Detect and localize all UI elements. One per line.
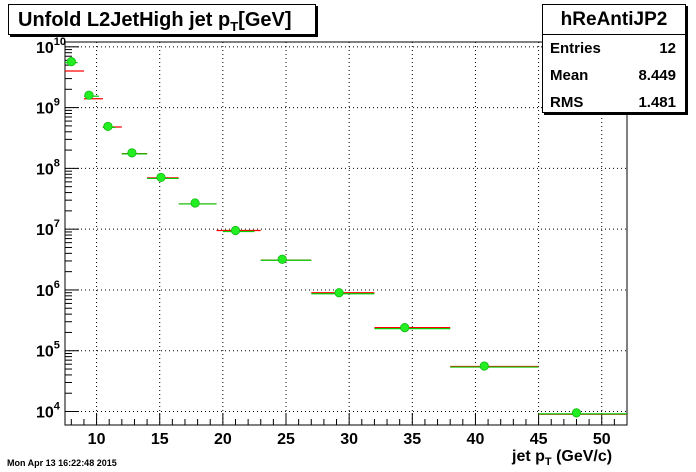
x-axis-label-sub: T <box>544 456 552 469</box>
green-series-marker <box>479 361 489 371</box>
x-axis-label: jet pT (GeV/c) <box>512 448 612 468</box>
stats-box: hReAntiJP2 Entries 12 Mean 8.449 RMS 1.4… <box>542 4 686 113</box>
green-series-marker <box>156 172 166 183</box>
grid-layer <box>65 42 627 425</box>
green-series-marker <box>571 408 582 418</box>
y-tick-label: 1010 <box>36 36 66 57</box>
green-series-marker <box>66 57 76 67</box>
stats-label: Entries <box>550 40 601 57</box>
stats-title: hReAntiJP2 <box>543 5 685 35</box>
green-series-marker <box>190 198 200 208</box>
chart-title-suffix: [GeV] <box>238 9 292 31</box>
y-tick-label: 109 <box>36 97 60 118</box>
green-series-marker <box>127 148 137 158</box>
x-axis-label-main: jet p <box>512 448 545 465</box>
x-tick-label: 30 <box>340 431 358 448</box>
plot-frame-rect <box>64 41 628 426</box>
green-series-marker <box>230 225 241 236</box>
x-tick-label: 35 <box>403 431 421 448</box>
green-series-marker <box>334 288 344 298</box>
stats-label: RMS <box>550 94 584 111</box>
x-tick-label: 50 <box>593 431 611 448</box>
green-series-marker <box>84 90 94 100</box>
y-axis-ticks: 104 105 106 107 108 109 1010 <box>36 36 79 422</box>
stats-value: 1.481 <box>638 94 676 111</box>
chart-title-main: Unfold L2JetHigh jet p <box>18 9 231 31</box>
stats-value: 8.449 <box>638 67 676 84</box>
plot-frame <box>64 41 628 426</box>
chart-title-sub: T <box>230 19 239 34</box>
x-tick-label: 40 <box>467 431 485 448</box>
stats-label: Mean <box>550 67 589 84</box>
x-axis-label-suffix: (GeV/c) <box>551 448 613 465</box>
stats-row-rms: RMS 1.481 <box>543 89 685 116</box>
stats-row-entries: Entries 12 <box>543 35 685 62</box>
series-layer <box>65 57 627 418</box>
stats-value: 12 <box>659 40 676 57</box>
y-tick-label: 104 <box>36 401 61 422</box>
y-tick-label: 107 <box>36 218 60 239</box>
x-tick-label: 10 <box>88 431 106 448</box>
green-series-marker <box>103 121 113 132</box>
chart-title: Unfold L2JetHigh jet pT[GeV] <box>8 4 316 35</box>
x-tick-label: 45 <box>530 431 548 448</box>
x-axis-ticks: 10 15 20 25 30 35 40 45 50 <box>70 413 628 448</box>
x-tick-label: 15 <box>151 431 169 448</box>
green-series-marker <box>277 254 287 264</box>
timestamp-footer: Mon Apr 13 16:22:48 2015 <box>7 458 117 468</box>
stats-row-mean: Mean 8.449 <box>543 62 685 89</box>
y-tick-label: 105 <box>36 340 60 361</box>
green-series-marker <box>400 323 410 333</box>
x-tick-label: 25 <box>277 431 295 448</box>
x-tick-label: 20 <box>214 431 232 448</box>
y-tick-label: 108 <box>36 157 60 178</box>
y-tick-label: 106 <box>36 279 60 300</box>
